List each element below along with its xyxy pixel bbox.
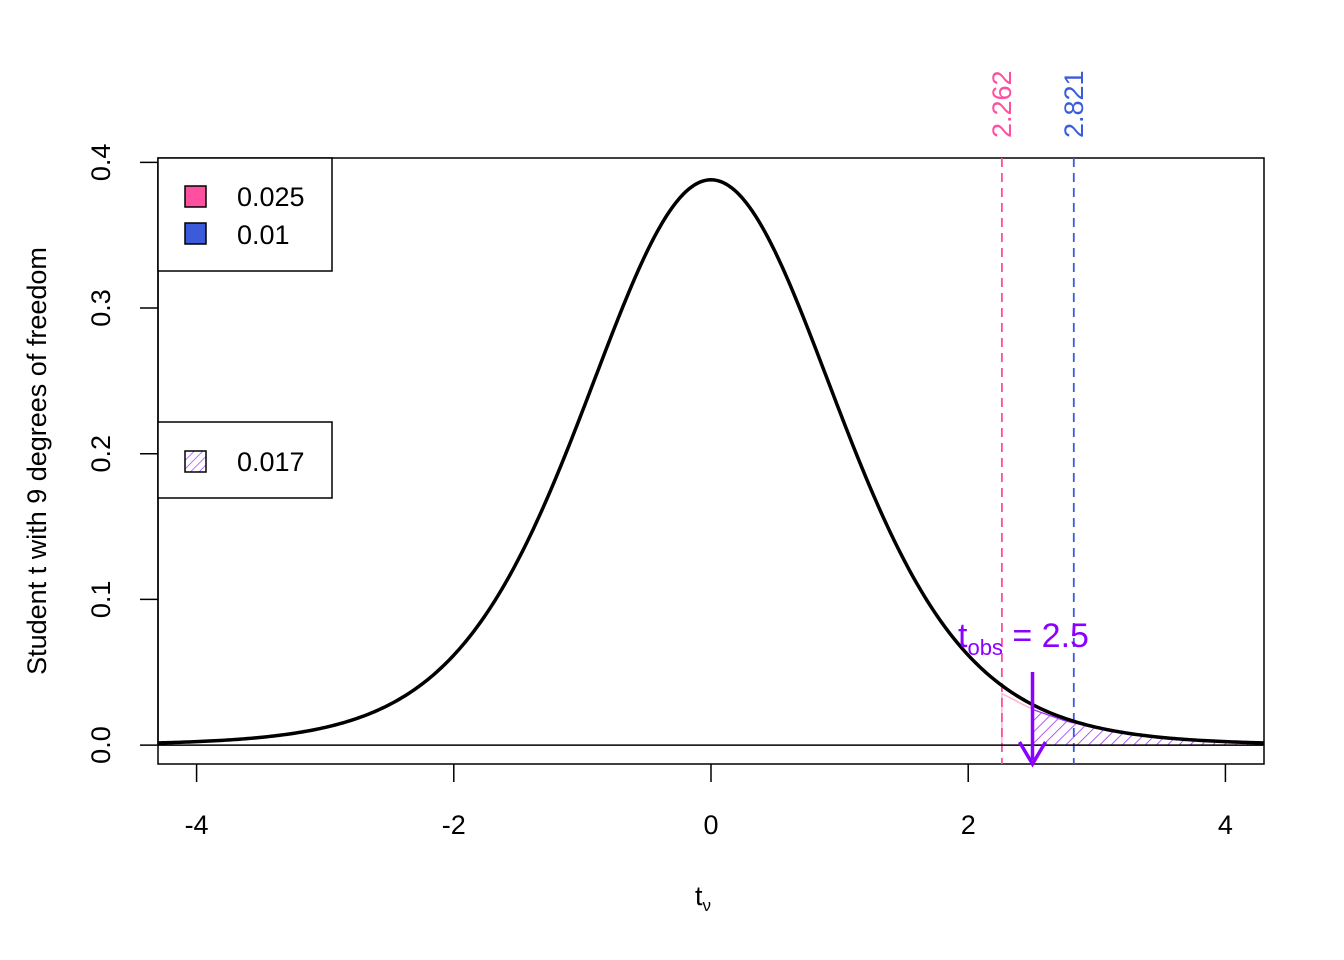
legend-label-001: 0.01 [237,220,290,250]
x-axis-title-main: t [695,881,703,911]
y-tick-label-3: 0.3 [86,289,116,327]
x-tick-label-4: 4 [1218,810,1233,840]
observed-label: tobs = 2.5 [958,617,1089,660]
y-tick-label-1: 0.1 [86,581,116,619]
legend-swatch-0017 [184,450,207,473]
x-axis: -4 -2 0 2 4 [185,764,1233,840]
legend-observed: 0.017 [157,421,333,499]
shaded-regions [1001,692,1264,746]
x-tick-label-1: -2 [442,810,466,840]
observed-arrow-head [1018,741,1048,768]
y-axis: 0.0 0.1 0.2 0.3 0.4 [86,144,159,764]
x-axis-title: tν [695,881,711,915]
legend-swatch-0025 [184,185,207,208]
critical-lines: 2.262 2.821 [987,70,1089,764]
x-tick-label-3: 2 [961,810,976,840]
density-curve-group [158,178,1264,746]
x-tick-label-0: -4 [185,810,209,840]
x-tick-label-2: 0 [703,810,718,840]
legend-label-0017: 0.017 [237,447,305,477]
legend-critical: 0.025 0.01 [157,157,333,272]
legend-swatch-001 [184,222,207,245]
observed-marker: tobs = 2.5 [958,617,1089,768]
critical-label-1: 2.821 [1059,70,1089,138]
critical-label-0: 2.262 [987,70,1017,138]
y-tick-label-2: 0.2 [86,435,116,473]
y-axis-title: Student t with 9 degrees of freedom [22,247,52,675]
x-axis-title-sub: ν [703,896,712,915]
pvalue-region-hatch [1031,708,1264,746]
y-tick-label-4: 0.4 [86,144,116,182]
legend-box [157,157,333,272]
legend-label-0025: 0.025 [237,182,305,212]
density-curve [158,178,1264,745]
y-tick-label-0: 0.0 [86,726,116,764]
